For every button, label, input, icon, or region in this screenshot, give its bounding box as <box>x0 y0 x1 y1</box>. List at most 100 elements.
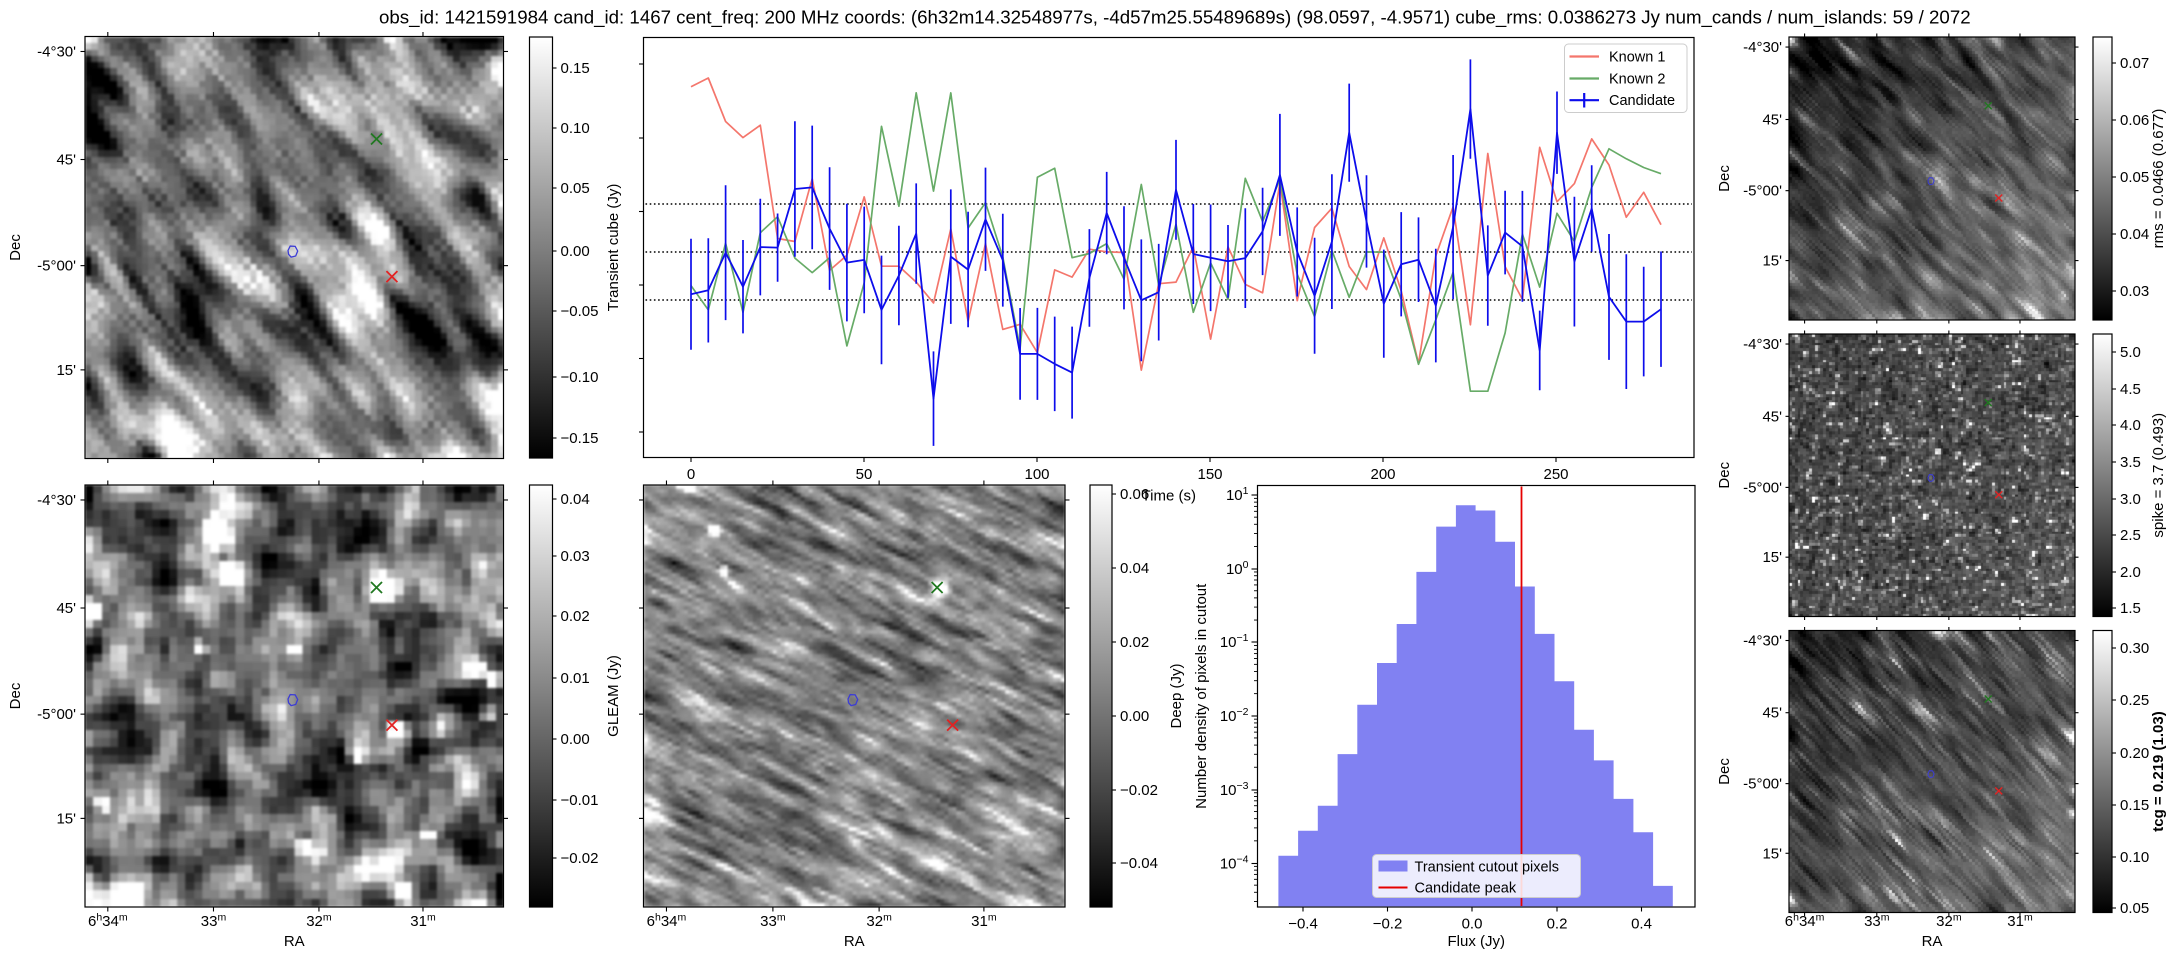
svg-text:-5°00': -5°00' <box>37 258 76 275</box>
svg-text:0.05: 0.05 <box>561 180 590 197</box>
svg-text:50: 50 <box>856 466 873 483</box>
svg-text:0.05: 0.05 <box>2120 169 2149 186</box>
svg-text:0.05: 0.05 <box>2120 900 2149 917</box>
svg-text:150: 150 <box>1197 466 1222 483</box>
svg-text:32m: 32m <box>306 912 332 931</box>
svg-text:Dec: Dec <box>7 234 24 261</box>
svg-text:−0.10: −0.10 <box>561 369 599 386</box>
svg-text:10−1: 10−1 <box>1220 632 1249 651</box>
svg-text:5.0: 5.0 <box>2120 344 2141 361</box>
svg-text:-4°30': -4°30' <box>1743 633 1782 650</box>
svg-text:Time (s): Time (s) <box>1142 488 1196 505</box>
svg-text:-5°00': -5°00' <box>1743 776 1782 793</box>
svg-text:0.25: 0.25 <box>2120 692 2149 709</box>
svg-text:Number density of pixels in cu: Number density of pixels in cutout <box>1193 583 1210 809</box>
svg-text:0.2: 0.2 <box>1547 916 1568 933</box>
svg-text:−0.4: −0.4 <box>1288 916 1318 933</box>
svg-text:15': 15' <box>56 362 76 379</box>
svg-text:32m: 32m <box>866 912 892 931</box>
svg-text:−0.01: −0.01 <box>561 792 599 809</box>
svg-text:10−4: 10−4 <box>1220 854 1249 873</box>
svg-text:0.04: 0.04 <box>561 491 590 508</box>
svg-text:0.01: 0.01 <box>561 670 590 687</box>
svg-text:33m: 33m <box>1864 912 1890 931</box>
svg-text:-5°00': -5°00' <box>1743 183 1782 200</box>
svg-text:0.04: 0.04 <box>1120 560 1149 577</box>
svg-text:45': 45' <box>1762 111 1782 128</box>
svg-text:45': 45' <box>56 152 76 169</box>
svg-text:31m: 31m <box>2007 912 2033 931</box>
svg-text:0: 0 <box>687 466 695 483</box>
svg-text:−0.15: −0.15 <box>561 430 599 447</box>
svg-text:−0.2: −0.2 <box>1373 916 1403 933</box>
svg-text:45': 45' <box>56 600 76 617</box>
svg-text:101: 101 <box>1226 485 1249 504</box>
svg-text:2.0: 2.0 <box>2120 564 2141 581</box>
svg-text:0.02: 0.02 <box>1120 634 1149 651</box>
svg-text:100: 100 <box>1024 466 1049 483</box>
svg-text:0.07: 0.07 <box>2120 55 2149 72</box>
svg-text:0.03: 0.03 <box>561 548 590 565</box>
svg-text:Deep (Jy): Deep (Jy) <box>1168 663 1185 728</box>
svg-text:0.30: 0.30 <box>2120 640 2149 657</box>
svg-text:4.5: 4.5 <box>2120 381 2141 398</box>
svg-text:3.5: 3.5 <box>2120 454 2141 471</box>
svg-text:Flux (Jy): Flux (Jy) <box>1448 933 1506 950</box>
svg-text:200: 200 <box>1370 466 1395 483</box>
svg-text:0.10: 0.10 <box>561 120 590 137</box>
svg-text:0.06: 0.06 <box>2120 112 2149 129</box>
svg-text:−0.05: −0.05 <box>561 303 599 320</box>
svg-text:RA: RA <box>1922 933 1943 950</box>
svg-text:−0.04: −0.04 <box>1120 855 1158 872</box>
svg-text:15': 15' <box>56 810 76 827</box>
svg-text:Dec: Dec <box>1716 461 1733 488</box>
svg-text:rms = 0.0466 (0.677): rms = 0.0466 (0.677) <box>2150 109 2167 249</box>
svg-text:0.04: 0.04 <box>2120 226 2149 243</box>
svg-text:250: 250 <box>1543 466 1568 483</box>
svg-text:-5°00': -5°00' <box>37 706 76 723</box>
svg-text:0.15: 0.15 <box>561 60 590 77</box>
svg-text:3.0: 3.0 <box>2120 491 2141 508</box>
svg-text:Candidate peak: Candidate peak <box>1415 881 1517 897</box>
svg-text:15': 15' <box>1762 253 1782 270</box>
svg-text:Dec: Dec <box>7 682 24 709</box>
svg-text:45': 45' <box>1762 705 1782 722</box>
svg-text:15': 15' <box>1762 549 1782 566</box>
svg-text:45': 45' <box>1762 408 1782 425</box>
svg-text:6h34m: 6h34m <box>1785 912 1825 931</box>
svg-text:-4°30': -4°30' <box>37 492 76 509</box>
svg-text:10−3: 10−3 <box>1220 780 1249 799</box>
svg-text:−0.02: −0.02 <box>1120 782 1158 799</box>
svg-text:0.00: 0.00 <box>561 243 590 260</box>
svg-text:0.0: 0.0 <box>1462 916 1483 933</box>
svg-text:4.0: 4.0 <box>2120 417 2141 434</box>
svg-text:33m: 33m <box>201 912 227 931</box>
svg-text:-4°30': -4°30' <box>37 43 76 60</box>
svg-text:15': 15' <box>1762 845 1782 862</box>
svg-text:Candidate: Candidate <box>1609 93 1675 109</box>
svg-text:0.02: 0.02 <box>561 608 590 625</box>
svg-text:100: 100 <box>1226 559 1249 578</box>
svg-text:6h34m: 6h34m <box>647 912 687 931</box>
svg-text:-4°30': -4°30' <box>1743 336 1782 353</box>
svg-text:33m: 33m <box>760 912 786 931</box>
svg-text:obs_id: 1421591984 cand_id: 14: obs_id: 1421591984 cand_id: 1467 cent_fr… <box>379 7 1971 29</box>
svg-text:tcg = 0.219 (1.03): tcg = 0.219 (1.03) <box>2150 711 2167 831</box>
svg-text:spike = 3.7 (0.493): spike = 3.7 (0.493) <box>2150 413 2167 538</box>
svg-text:−0.02: −0.02 <box>561 850 599 867</box>
svg-text:0.15: 0.15 <box>2120 797 2149 814</box>
svg-text:0.00: 0.00 <box>1120 708 1149 725</box>
svg-text:RA: RA <box>844 933 865 950</box>
svg-text:6h34m: 6h34m <box>88 912 128 931</box>
svg-text:Dec: Dec <box>1716 165 1733 192</box>
svg-text:Known 1: Known 1 <box>1609 50 1665 66</box>
svg-text:31m: 31m <box>971 912 997 931</box>
svg-text:Dec: Dec <box>1716 758 1733 785</box>
svg-text:Transient cutout pixels: Transient cutout pixels <box>1415 860 1560 876</box>
svg-text:-4°30': -4°30' <box>1743 39 1782 56</box>
svg-text:GLEAM (Jy): GLEAM (Jy) <box>605 655 622 737</box>
svg-text:0.20: 0.20 <box>2120 745 2149 762</box>
svg-text:0.06: 0.06 <box>1120 486 1149 503</box>
svg-text:0.03: 0.03 <box>2120 283 2149 300</box>
svg-text:1.5: 1.5 <box>2120 600 2141 617</box>
